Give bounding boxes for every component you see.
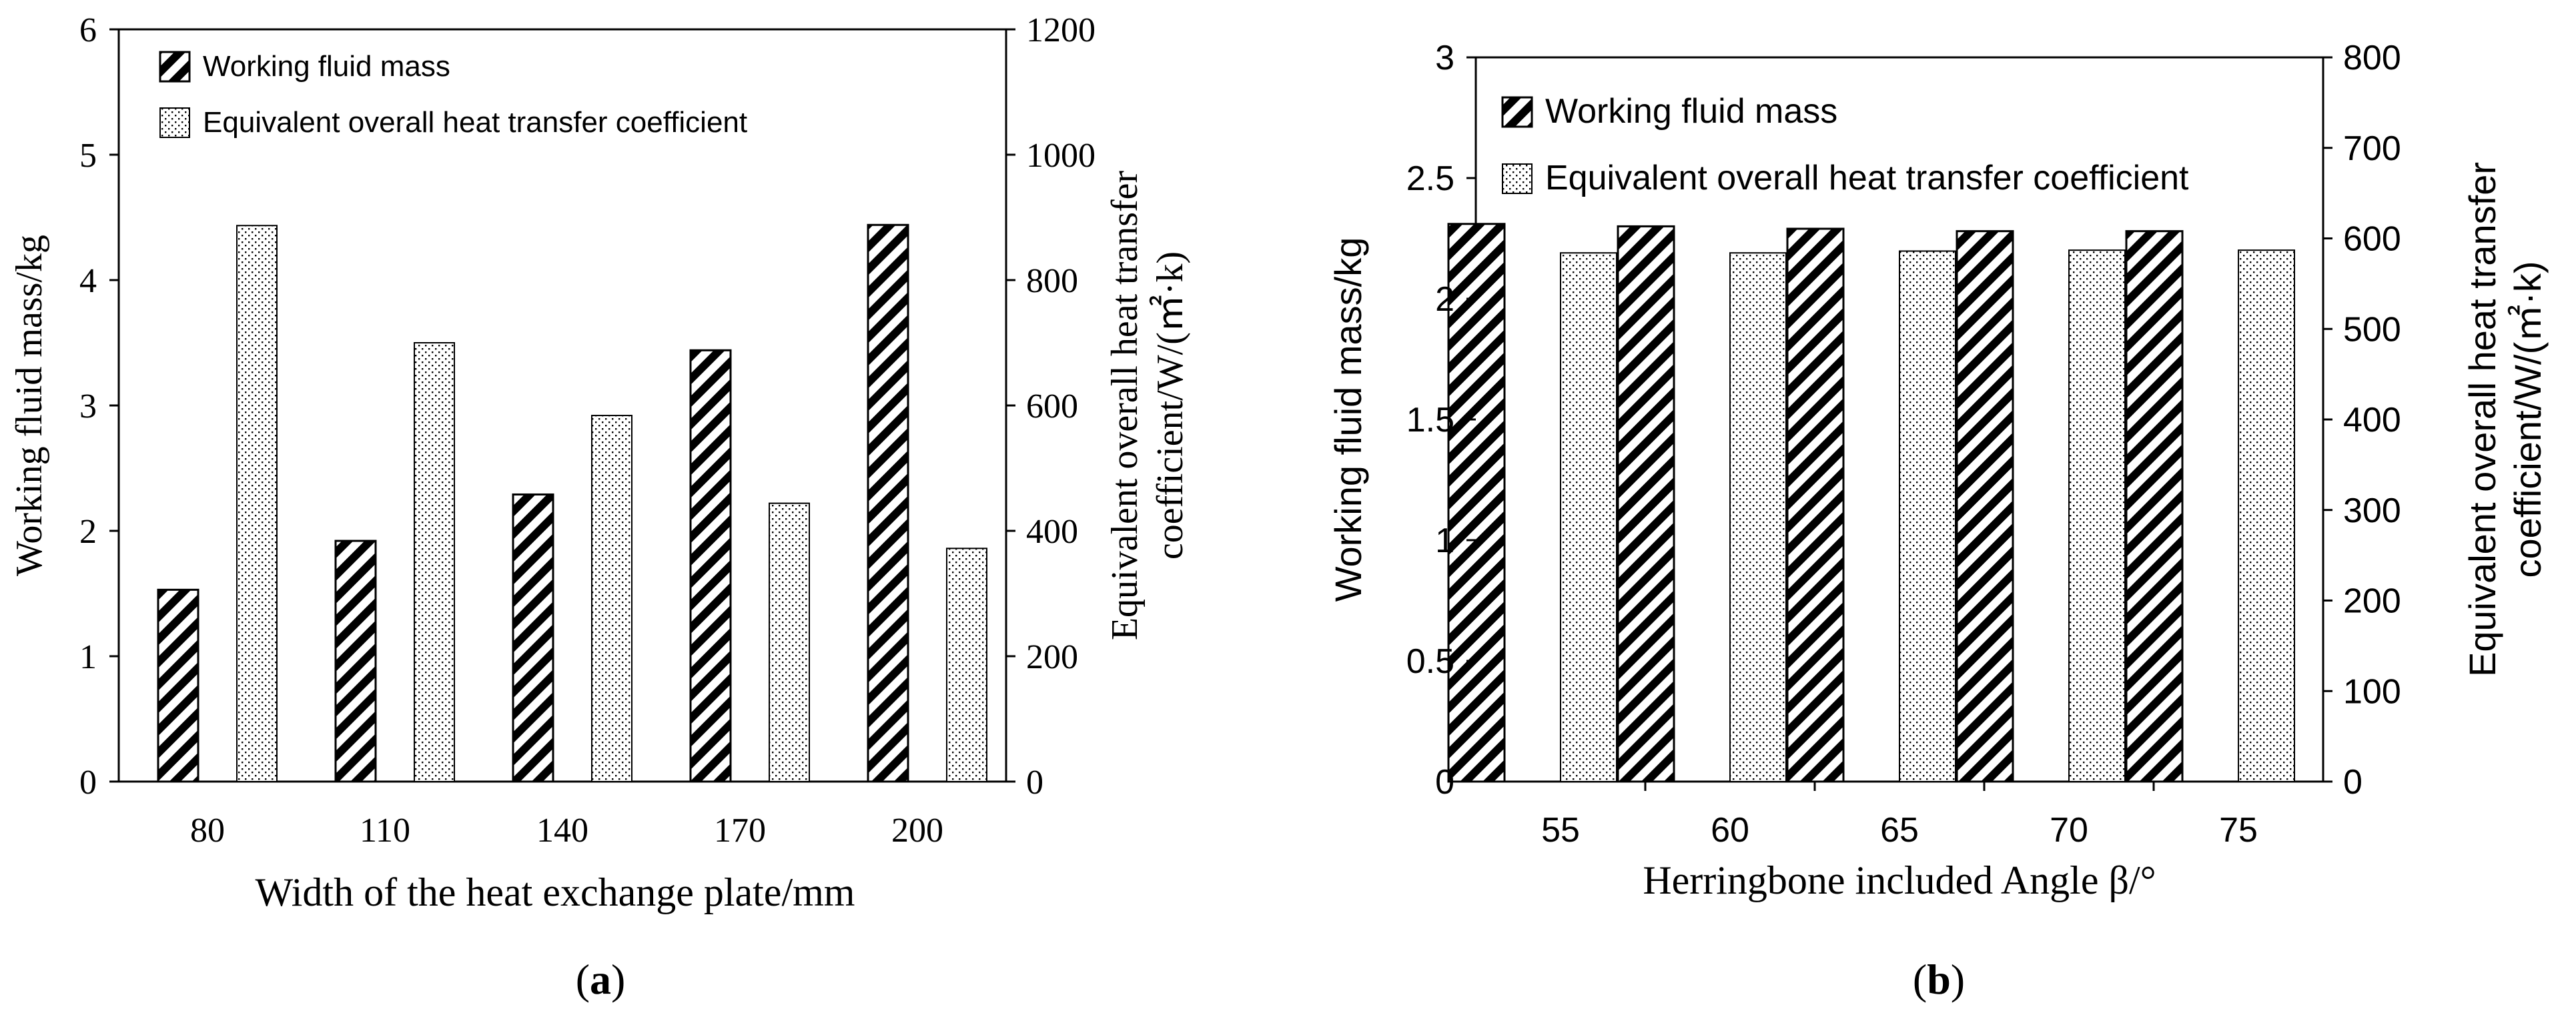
bar-coef-b-60	[1729, 252, 1787, 783]
panel-a: 0 1 2 3 4 5 6 0 200 400 600 800 1000 1200 80 110 140 17…	[9, 11, 1191, 1003]
y2-tick-label-b-1: 100	[2343, 672, 2401, 711]
panel-b: 00.511.522.53 0100200300400500600700800 …	[1327, 39, 2549, 1003]
y-tick-label-a-2: 2	[79, 513, 97, 551]
y-ticks-b: 0 0.5 1 1.5 2 2.5 3	[1406, 39, 1476, 802]
x-tick-label-a-140: 140	[536, 812, 588, 850]
bar-mass-b-55	[1447, 223, 1506, 783]
y2-ticks-b: 0 100 200 300 400 500 600 700 800	[2323, 39, 2401, 802]
x-tick-label-a-80: 80	[190, 812, 225, 850]
y2-axis-label-line1-b: Equivalent overall heat transfer	[2461, 162, 2503, 677]
x-axis-label-a: Width of the heat exchange plate/mm	[256, 870, 855, 914]
y-tick-label-b-2: 1	[1435, 522, 1454, 560]
x-tick-label-b-75: 75	[2219, 811, 2258, 850]
bars-a	[157, 223, 987, 783]
y2-tick-label-b-8: 800	[2343, 39, 2401, 77]
bar-coef-b-70	[2068, 249, 2126, 782]
y2-axis-label-line1-a: Equivalent overall heat transfer	[1104, 170, 1146, 640]
legend-swatch-mass-a	[159, 51, 191, 83]
legend-swatch-coef-a	[159, 107, 190, 138]
bars-b	[1447, 223, 2295, 783]
bar-coef-b-75	[2238, 249, 2295, 782]
y-ticks-a: 0 1 2 3 4 5 6	[79, 11, 119, 802]
legend-label-mass-a: Working fluid mass	[203, 50, 450, 83]
y-axis-label-a: Working fluid mass/kg	[9, 235, 50, 576]
y2-tick-label-a-1: 200	[1026, 638, 1078, 676]
y2-tick-label-a-5: 1000	[1026, 137, 1096, 175]
x-tick-label-b-60: 60	[1711, 811, 1749, 850]
y-tick-label-b-0: 0	[1435, 763, 1454, 802]
bar-mass-a-200	[867, 223, 909, 783]
y2-axis-label-line2-b: coefficient/W/(㎡·k)	[2507, 261, 2549, 578]
y2-tick-label-b-4: 400	[2343, 401, 2401, 439]
x-tick-label-a-170: 170	[714, 812, 766, 850]
bar-mass-a-80	[157, 588, 199, 783]
y2-tick-label-a-6: 1200	[1026, 11, 1096, 49]
y-tick-label-b-5: 2.5	[1406, 159, 1454, 198]
bar-mass-a-110	[334, 540, 377, 783]
y2-axis-label-line2-a: coefficient/W/(㎡·k)	[1150, 251, 1191, 560]
legend-b: Working fluid mass Equivalent overall he…	[1501, 92, 2189, 197]
y-tick-label-a-0: 0	[79, 764, 97, 802]
bar-mass-b-65	[1786, 227, 1845, 783]
bar-coef-a-110	[414, 342, 455, 782]
legend-swatch-mass-b	[1501, 96, 1533, 128]
legend-a: Working fluid mass Equivalent overall he…	[159, 50, 747, 139]
y-tick-label-b-4: 2	[1435, 280, 1454, 319]
y-tick-label-a-3: 3	[79, 387, 97, 425]
bar-coef-a-140	[591, 415, 632, 782]
panel-label-b: (b)	[1913, 956, 1965, 1003]
x-tick-label-b-70: 70	[2050, 811, 2088, 850]
y-tick-label-b-1: 0.5	[1406, 642, 1454, 681]
bar-mass-b-70	[1956, 230, 2014, 783]
bar-mass-b-60	[1617, 225, 1675, 783]
y-tick-label-b-6: 3	[1435, 39, 1454, 77]
panel-label-a: (a)	[576, 956, 626, 1003]
y2-tick-label-b-5: 500	[2343, 310, 2401, 349]
bar-mass-a-170	[689, 349, 732, 783]
y2-tick-label-a-3: 600	[1026, 387, 1078, 425]
y-tick-label-a-5: 5	[79, 137, 97, 175]
y2-tick-label-b-6: 600	[2343, 220, 2401, 259]
x-tick-label-b-55: 55	[1541, 811, 1580, 850]
y2-tick-label-b-2: 200	[2343, 582, 2401, 621]
bar-mass-b-75	[2125, 230, 2184, 783]
bar-coef-b-55	[1560, 252, 1617, 783]
y-tick-label-a-4: 4	[79, 262, 97, 300]
x-tick-label-a-110: 110	[360, 812, 410, 850]
x-axis-label-b: Herringbone included Angle β/°	[1643, 858, 2156, 902]
y-tick-label-a-1: 1	[79, 638, 97, 676]
legend-label-coef-a: Equivalent overall heat transfer coeffic…	[203, 106, 747, 139]
bar-coef-a-80	[236, 225, 278, 783]
y2-tick-label-a-0: 0	[1026, 764, 1043, 802]
y2-ticks-a: 0 200 400 600 800 1000 1200	[1006, 11, 1096, 802]
bar-coef-b-65	[1899, 250, 1956, 782]
y2-tick-label-b-0: 0	[2343, 763, 2363, 802]
legend-label-mass-b: Working fluid mass	[1545, 92, 1837, 131]
y-tick-label-a-6: 6	[79, 11, 97, 49]
legend-label-coef-b: Equivalent overall heat transfer coeffic…	[1545, 159, 2189, 197]
bar-coef-a-170	[769, 502, 810, 782]
y2-tick-label-b-7: 700	[2343, 129, 2401, 168]
y2-tick-label-b-3: 300	[2343, 491, 2401, 530]
y2-tick-label-a-4: 800	[1026, 262, 1078, 300]
x-tick-label-b-65: 65	[1880, 811, 1919, 850]
legend-swatch-coef-b	[1502, 163, 1533, 194]
y-axis-label-b: Working fluid mass/kg	[1327, 237, 1369, 602]
x-ticks-a: 80 110 140 170 200	[190, 812, 943, 850]
x-tick-label-a-200: 200	[891, 812, 943, 850]
bar-coef-a-200	[946, 548, 987, 782]
y-tick-label-b-3: 1.5	[1406, 401, 1454, 439]
bar-mass-a-140	[512, 493, 554, 783]
x-ticks-b: 55 60 65 70 75	[1541, 782, 2258, 850]
y2-tick-label-a-2: 400	[1026, 513, 1078, 551]
